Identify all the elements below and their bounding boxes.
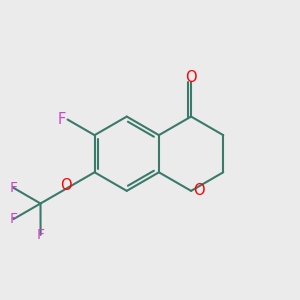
Text: F: F [58,112,66,127]
Text: F: F [9,181,17,195]
Text: O: O [60,178,72,193]
Text: F: F [37,228,45,242]
Text: O: O [194,183,205,198]
Text: F: F [10,212,17,226]
Text: O: O [185,70,197,85]
